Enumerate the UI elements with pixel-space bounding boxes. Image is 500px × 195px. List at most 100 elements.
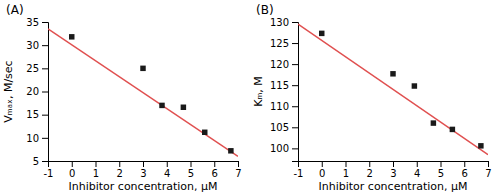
y-tick: 120	[270, 59, 298, 70]
plot-area: -1 0 1 2 3 4 5 6 7 5 10 15 20 25 30 35 Inhibitor concent…	[2, 17, 242, 193]
x-tick-mark	[393, 161, 394, 167]
y-tick-mark	[292, 85, 298, 86]
x-tick-mark	[238, 161, 239, 167]
y-tick-label: 10	[26, 133, 39, 144]
scatter-point	[228, 148, 233, 153]
x-tick-label: 2	[117, 168, 123, 179]
y-tick-label: 100	[270, 143, 289, 154]
x-tick: 1	[343, 161, 349, 179]
x-tick-label: 1	[343, 168, 349, 179]
marks	[48, 29, 238, 156]
panel: -101234567100105110115120125130Inhibitor…	[252, 3, 492, 193]
x-tick-mark	[214, 161, 215, 167]
y-tick-label: 15	[26, 109, 39, 120]
x-tick-label: -1	[294, 168, 304, 179]
x-tick-mark	[143, 161, 144, 167]
marks	[298, 24, 488, 155]
panel-label: (B)	[256, 3, 274, 17]
y-tick-mark	[42, 115, 48, 116]
y-tick: 15	[26, 109, 48, 120]
x-tick-label: 0	[319, 168, 325, 179]
scatter-point	[159, 103, 164, 108]
x-tick-label: 5	[188, 168, 194, 179]
x-axis-title: Inhibitor concentration, μM	[68, 180, 217, 193]
y-axis-title: Kₘ, M	[252, 76, 265, 107]
y-tick-label: 30	[26, 40, 39, 51]
y-tick: 100	[270, 143, 298, 154]
x-axis-line	[49, 162, 239, 168]
y-tick: 130	[270, 17, 298, 28]
x-tick-mark	[346, 161, 347, 167]
x-tick: -1	[294, 161, 304, 179]
scatter-point	[181, 105, 186, 110]
y-tick-mark	[292, 22, 298, 23]
x-tick-label: 6	[462, 168, 468, 179]
y-tick: 20	[26, 86, 48, 97]
y-tick-mark	[292, 148, 298, 149]
y-tick: 30	[26, 40, 48, 51]
x-tick: 5	[438, 161, 444, 179]
y-tick-label: 125	[270, 38, 289, 49]
y-tick: 115	[270, 80, 298, 91]
x-tick: 6	[212, 161, 218, 179]
y-tick: 10	[26, 133, 48, 144]
x-tick: -1	[44, 161, 54, 179]
y-tick-label: 35	[26, 17, 39, 28]
x-tick: 3	[140, 161, 146, 179]
y-tick-mark	[42, 161, 48, 162]
y-tick-mark	[292, 106, 298, 107]
y-tick-label: 25	[26, 63, 39, 74]
figure: -1012345675101520253035Inhibitor concent…	[0, 0, 500, 195]
y-tick-label: 5	[33, 156, 39, 167]
y-tick-mark	[42, 22, 48, 23]
x-tick-label: 3	[140, 168, 146, 179]
x-tick-mark	[119, 161, 120, 167]
scatter-point	[202, 130, 207, 135]
x-tick-label: 1	[93, 168, 99, 179]
y-tick-label: 20	[26, 86, 39, 97]
x-tick-label: 4	[414, 168, 420, 179]
x-tick-label: -1	[44, 168, 54, 179]
y-axis-title: Vₘₐₓ, M/sec	[2, 60, 15, 122]
x-tick: 6	[462, 161, 468, 179]
y-tick-mark	[292, 127, 298, 128]
regression-line	[298, 24, 488, 155]
y-axis-line	[42, 23, 49, 162]
y-axis: 5 10 15 20 25 30 35	[26, 17, 48, 167]
panel: -1 0 1 2 3 4 5 6 7 5 10 15 20 25 30 35 Inhibitor concent…	[2, 3, 242, 193]
y-tick-label: 115	[270, 80, 289, 91]
x-tick: 2	[117, 161, 123, 179]
scatter-point	[140, 66, 145, 71]
y-tick-mark	[292, 43, 298, 44]
x-tick: 3	[390, 161, 396, 179]
x-tick: 7	[235, 161, 241, 179]
x-tick-mark	[72, 161, 73, 167]
y-tick-mark	[42, 138, 48, 139]
x-tick: 0	[69, 161, 75, 179]
y-axis: 100 105 110 115 120 125 130	[270, 17, 299, 162]
x-tick-label: 7	[485, 168, 491, 179]
x-axis: -1 0 1 2 3 4 5 6 7	[44, 161, 242, 179]
x-tick-mark	[167, 161, 168, 167]
y-tick: 25	[26, 63, 48, 74]
x-tick-label: 3	[390, 168, 396, 179]
y-axis-line	[292, 23, 299, 162]
y-tick: 110	[270, 101, 298, 112]
x-tick-mark	[369, 161, 370, 167]
y-tick-mark	[42, 92, 48, 93]
x-tick: 4	[164, 161, 170, 179]
x-tick-label: 0	[69, 168, 75, 179]
x-axis-title: Inhibitor concentration, μM	[318, 180, 467, 193]
regression-line	[48, 29, 238, 156]
y-tick-mark	[42, 45, 48, 46]
x-tick: 4	[414, 161, 420, 179]
y-tick: 105	[270, 122, 298, 133]
y-tick-label: 110	[270, 101, 289, 112]
x-tick-label: 6	[212, 168, 218, 179]
x-tick-mark	[488, 161, 489, 167]
scatter-point	[319, 31, 324, 36]
y-tick-label: 120	[270, 59, 289, 70]
panel-label: (A)	[6, 3, 24, 17]
x-tick-mark	[96, 161, 97, 167]
scatter-point	[390, 71, 395, 76]
